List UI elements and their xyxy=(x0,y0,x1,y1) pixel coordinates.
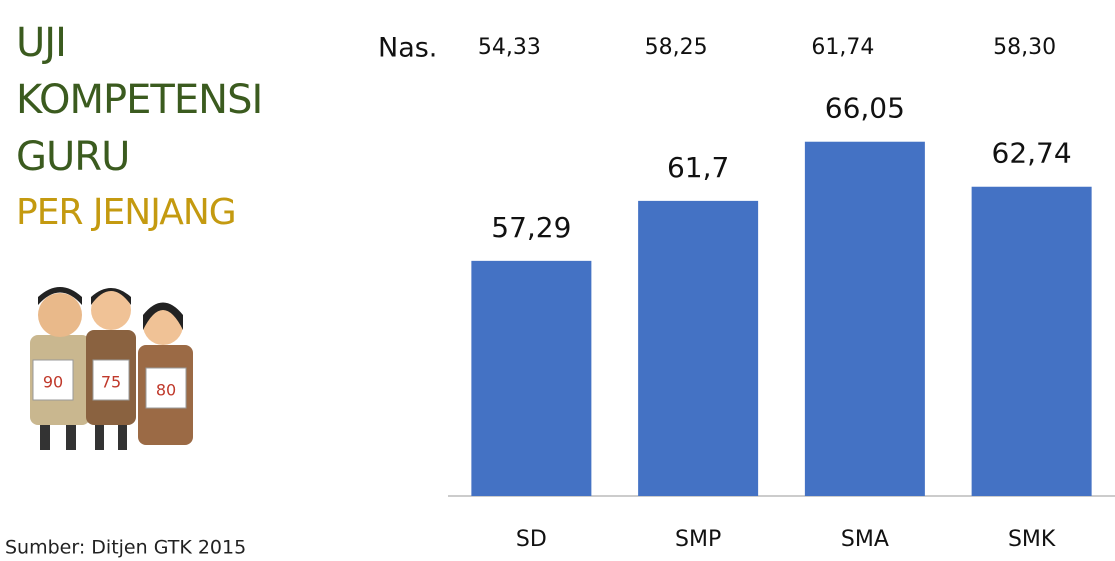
value-label: 62,74 xyxy=(992,137,1072,170)
title-line: GURU xyxy=(16,134,129,180)
value-label: 57,29 xyxy=(491,211,571,244)
value-label: 66,05 xyxy=(825,92,905,125)
bar xyxy=(971,186,1092,496)
national-label: Nas. xyxy=(378,33,437,64)
card-label: 80 xyxy=(156,381,176,400)
x-tick-label: SMK xyxy=(1008,527,1056,552)
bar xyxy=(804,141,925,496)
title-line: UJI xyxy=(16,20,66,66)
illustration: 90 75 80 xyxy=(30,287,193,450)
national-value: 58,30 xyxy=(993,35,1056,60)
x-tick-label: SD xyxy=(516,527,547,552)
bar xyxy=(471,260,592,496)
x-tick-label: SMP xyxy=(675,527,721,552)
x-tick-label: SMA xyxy=(841,527,889,552)
national-value: 54,33 xyxy=(478,35,541,60)
card-label: 90 xyxy=(43,373,63,392)
national-value: 61,74 xyxy=(811,35,874,60)
title-line: KOMPETENSI xyxy=(16,77,262,123)
source: Sumber: Ditjen GTK 2015 xyxy=(5,537,246,559)
bar xyxy=(638,200,759,496)
value-label: 61,7 xyxy=(667,151,729,184)
card-label: 75 xyxy=(101,373,121,392)
national-value: 58,25 xyxy=(645,35,708,60)
subtitle: PER JENJANG xyxy=(16,192,236,233)
